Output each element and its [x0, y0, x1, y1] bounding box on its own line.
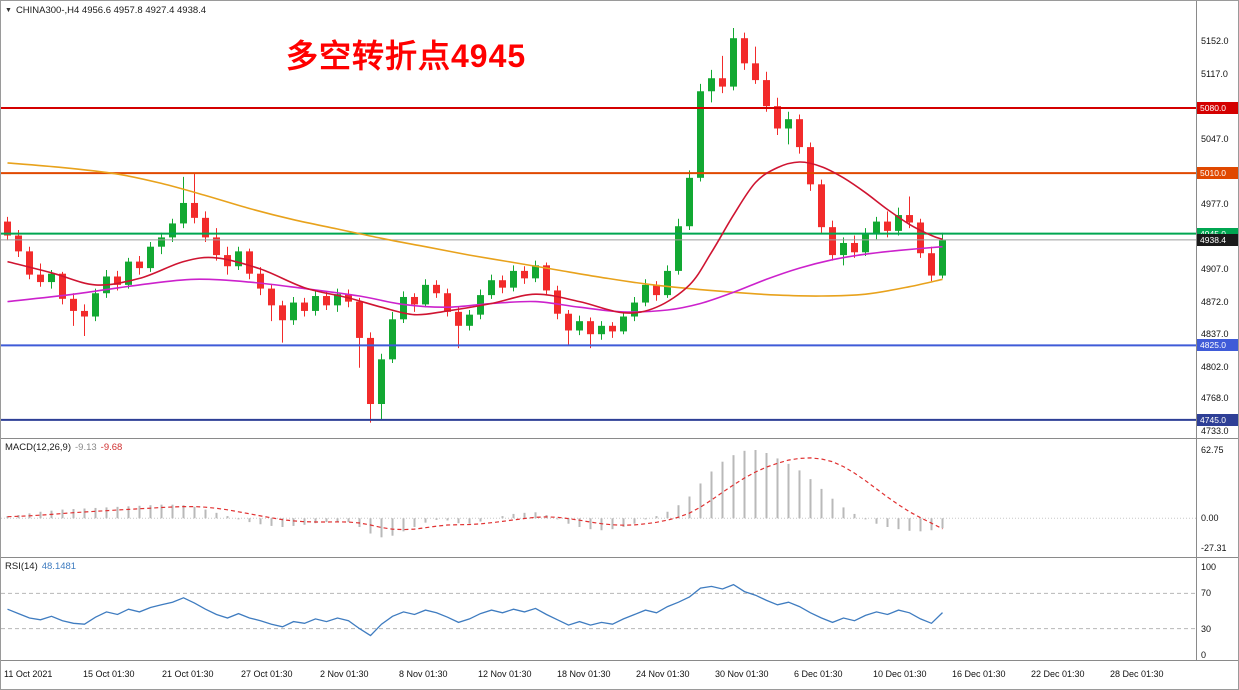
moving-averages-group: [7, 161, 943, 316]
rsi-row: RSI(14) 48.1481 100 70 30 0: [1, 558, 1238, 661]
macd-tick: 0.00: [1201, 513, 1219, 524]
symbol-dropdown-icon[interactable]: ▼: [5, 7, 12, 14]
time-label: 15 Oct 01:30: [83, 669, 135, 679]
rsi-canvas[interactable]: [1, 558, 1197, 660]
price-tick: 5047.0: [1201, 133, 1229, 144]
macd-signal-line: [7, 457, 943, 531]
price-axis[interactable]: 5152.0 5117.0 5047.0 4977.0 4907.0 4872.0 4837…: [1197, 1, 1238, 438]
time-label: 18 Nov 01:30: [557, 669, 611, 679]
price-tick: 4733.0: [1201, 426, 1229, 436]
rsi-line: [7, 583, 943, 637]
price-level-badge: 4745.0: [1197, 413, 1238, 426]
time-axis[interactable]: 11 Oct 2021 15 Oct 01:30 21 Oct 01:30 27 Oc…: [1, 661, 1238, 689]
mid-ma: [7, 245, 943, 313]
symbol-ohlc-text: CHINA300-,H4 4956.6 4957.8 4927.4 4938.4: [15, 5, 207, 16]
time-label: 6 Dec 01:30: [794, 669, 843, 679]
price-level-badge: 4825.0: [1197, 339, 1238, 352]
time-label: 30 Nov 01:30: [715, 669, 769, 679]
rsi-tick: 70: [1201, 588, 1212, 599]
main-chart-row: ▼ CHINA300-,H4 4956.6 4957.8 4927.4 4938…: [1, 1, 1238, 439]
macd-signal-value: -9.68: [100, 442, 123, 453]
time-label: 10 Dec 01:30: [873, 669, 927, 679]
price-level-badge: 5080.0: [1197, 102, 1238, 115]
macd-tick: 62.75: [1201, 445, 1224, 455]
macd-histogram-group: [6, 450, 944, 538]
price-tick: 4802.0: [1201, 361, 1229, 372]
macd-chart-area[interactable]: MACD(12,26,9) -9.13 -9.68: [1, 439, 1198, 557]
rsi-axis[interactable]: 100 70 30 0: [1197, 558, 1238, 660]
rsi-chart-area[interactable]: RSI(14) 48.1481: [1, 558, 1198, 660]
time-label: 2 Nov 01:30: [320, 669, 369, 679]
macd-canvas[interactable]: [1, 439, 1197, 557]
slow-ma: [7, 162, 943, 297]
macd-name: MACD(12,26,9): [5, 442, 71, 453]
price-tick: 5152.0: [1201, 36, 1229, 46]
price-tick: 4977.0: [1201, 198, 1229, 209]
time-label: 21 Oct 01:30: [162, 669, 214, 679]
price-chart-canvas[interactable]: [1, 1, 1197, 438]
price-tick: 4837.0: [1201, 329, 1229, 340]
rsi-tick: 30: [1201, 623, 1212, 634]
time-label: 28 Dec 01:30: [1110, 669, 1164, 679]
time-label: 27 Oct 01:30: [241, 669, 293, 679]
rsi-tick: 0: [1201, 650, 1207, 660]
annotation-text: 多空转折点4945: [286, 38, 527, 74]
rsi-value: 48.1481: [41, 561, 77, 572]
time-label: 24 Nov 01:30: [636, 669, 690, 679]
symbol-info-bar: ▼ CHINA300-,H4 4956.6 4957.8 4927.4 4938…: [5, 5, 206, 16]
fast-ma: [7, 161, 943, 316]
main-chart-area[interactable]: ▼ CHINA300-,H4 4956.6 4957.8 4927.4 4938…: [1, 1, 1198, 438]
time-label: 8 Nov 01:30: [399, 669, 448, 679]
macd-label: MACD(12,26,9) -9.13 -9.68: [5, 442, 122, 453]
time-label: 12 Nov 01:30: [478, 669, 532, 679]
price-tick: 4872.0: [1201, 296, 1229, 307]
horizontal-levels-group: [1, 107, 1197, 421]
rsi-name: RSI(14): [5, 561, 38, 572]
price-level-badge: 4938.4: [1197, 233, 1238, 246]
time-label: 16 Dec 01:30: [952, 669, 1006, 679]
price-level-badge: 5010.0: [1197, 167, 1238, 180]
rsi-label: RSI(14) 48.1481: [5, 561, 76, 572]
price-tick: 5117.0: [1201, 68, 1228, 79]
price-tick: 4907.0: [1201, 264, 1229, 275]
macd-row: MACD(12,26,9) -9.13 -9.68 62.75 0.00 -27.31: [1, 439, 1238, 558]
macd-tick: -27.31: [1201, 543, 1227, 553]
price-tick: 4768.0: [1201, 393, 1229, 404]
candles-group: [4, 27, 946, 423]
time-label: 22 Dec 01:30: [1031, 669, 1085, 679]
macd-main-value: -9.13: [75, 442, 97, 453]
rsi-tick: 100: [1201, 562, 1217, 572]
macd-axis[interactable]: 62.75 0.00 -27.31: [1197, 439, 1238, 557]
time-label: 11 Oct 2021: [4, 669, 53, 679]
